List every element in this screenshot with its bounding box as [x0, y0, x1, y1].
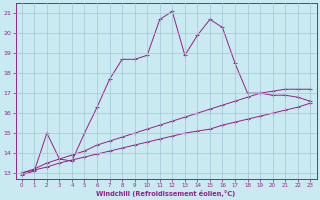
- X-axis label: Windchill (Refroidissement éolien,°C): Windchill (Refroidissement éolien,°C): [96, 190, 236, 197]
